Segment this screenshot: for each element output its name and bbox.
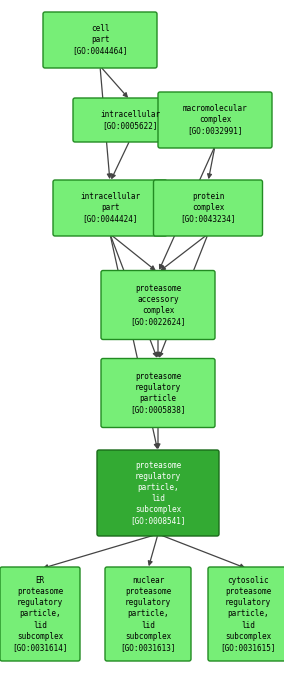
FancyBboxPatch shape [105,567,191,661]
FancyBboxPatch shape [43,12,157,68]
FancyBboxPatch shape [153,180,262,236]
Text: cell
part
[GO:0044464]: cell part [GO:0044464] [72,25,128,56]
Text: nuclear
proteasome
regulatory
particle,
lid
subcomplex
[GO:0031613]: nuclear proteasome regulatory particle, … [120,576,176,652]
FancyBboxPatch shape [73,98,187,142]
Text: proteasome
regulatory
particle
[GO:0005838]: proteasome regulatory particle [GO:00058… [130,372,186,414]
FancyBboxPatch shape [158,92,272,148]
FancyBboxPatch shape [97,450,219,536]
FancyBboxPatch shape [101,359,215,427]
FancyBboxPatch shape [208,567,284,661]
Text: macromolecular
complex
[GO:0032991]: macromolecular complex [GO:0032991] [183,104,247,136]
Text: proteasome
regulatory
particle,
lid
subcomplex
[GO:0008541]: proteasome regulatory particle, lid subc… [130,461,186,525]
FancyBboxPatch shape [101,270,215,340]
FancyBboxPatch shape [0,567,80,661]
Text: protein
complex
[GO:0043234]: protein complex [GO:0043234] [180,192,236,224]
Text: intracellular
part
[GO:0044424]: intracellular part [GO:0044424] [80,192,140,224]
FancyBboxPatch shape [53,180,167,236]
Text: ER
proteasome
regulatory
particle,
lid
subcomplex
[GO:0031614]: ER proteasome regulatory particle, lid s… [12,576,68,652]
Text: cytosolic
proteasome
regulatory
particle,
lid
subcomplex
[GO:0031615]: cytosolic proteasome regulatory particle… [220,576,276,652]
Text: intracellular
[GO:0005622]: intracellular [GO:0005622] [100,110,160,130]
Text: proteasome
accessory
complex
[GO:0022624]: proteasome accessory complex [GO:0022624… [130,284,186,326]
